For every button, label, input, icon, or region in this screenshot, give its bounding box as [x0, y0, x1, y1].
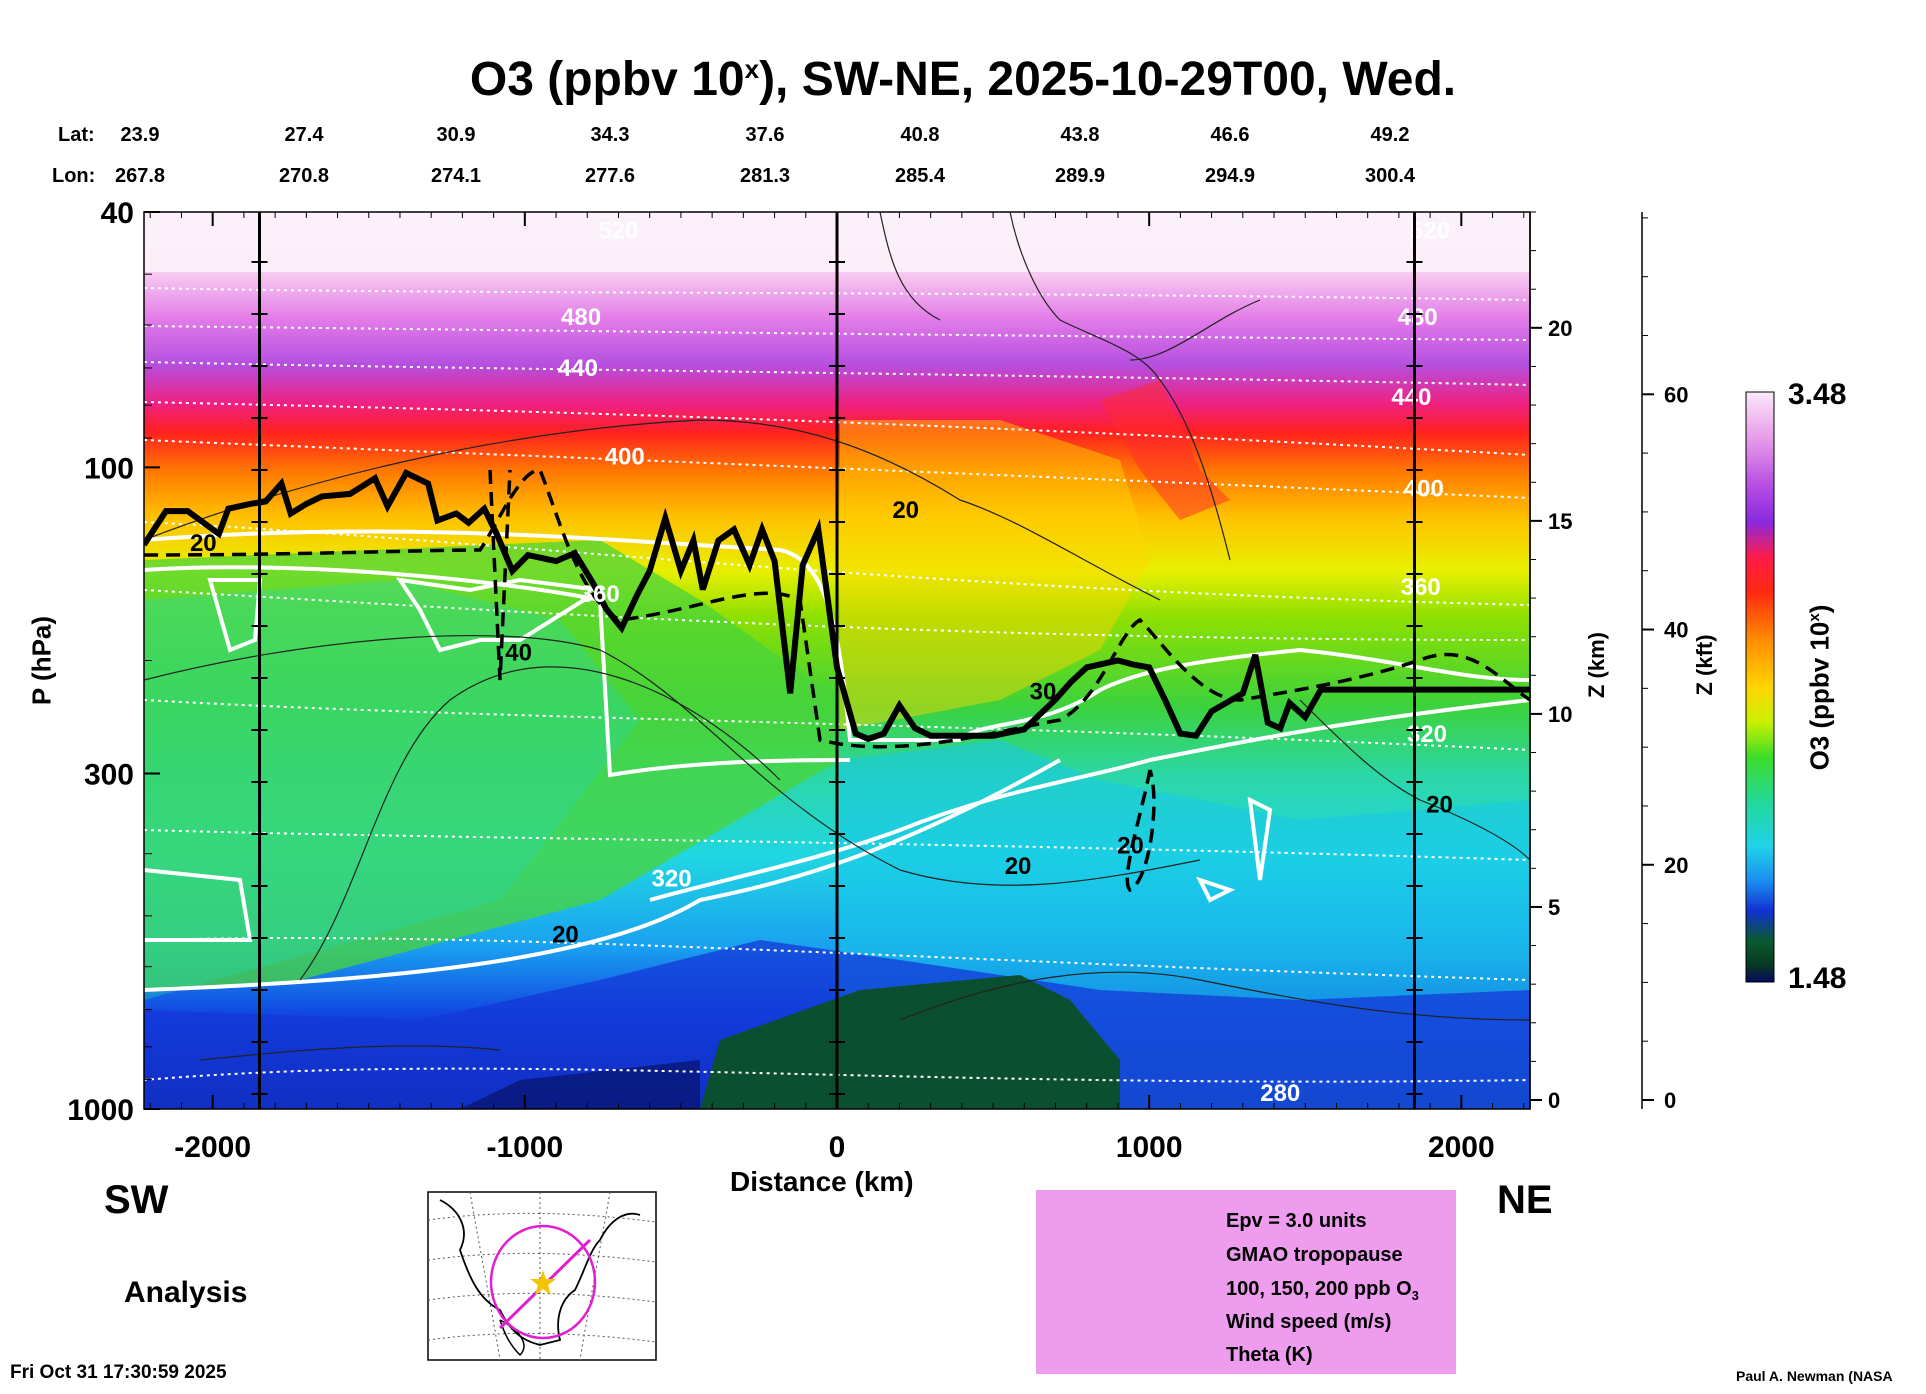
- z-kft-tick-label: 0: [1664, 1088, 1676, 1113]
- ozone-contours: [144, 529, 1530, 992]
- contour-label: 320: [1407, 721, 1447, 748]
- z-km-tick-label: 0: [1548, 1088, 1560, 1113]
- contour-label: 20: [190, 530, 217, 557]
- legend-tropopause: GMAO tropopause: [1226, 1244, 1403, 1266]
- lat-value: 49.2: [1370, 124, 1410, 146]
- lat-value: 34.3: [590, 124, 630, 146]
- contour-label: 520: [598, 218, 638, 245]
- contour-label: 360: [580, 581, 620, 608]
- contour-label: 400: [1404, 475, 1444, 502]
- wind-contours: [144, 212, 1530, 1061]
- lat-value: 30.9: [436, 124, 476, 146]
- contour-label: 20: [1117, 833, 1144, 860]
- direction-right: NE: [1497, 1178, 1553, 1222]
- x-axis-title: Distance (km): [730, 1166, 914, 1197]
- direction-left: SW: [104, 1178, 169, 1222]
- x-tick-label: 2000: [1428, 1131, 1495, 1164]
- lat-value: 37.6: [745, 124, 785, 146]
- z-kft-title: Z (kft): [1692, 634, 1717, 696]
- contour-label: 480: [561, 304, 601, 331]
- y-axis-title: P (hPa): [26, 615, 57, 706]
- lon-value: 289.9: [1054, 165, 1106, 187]
- z-km-tick-label: 15: [1548, 509, 1572, 534]
- contour-label: 40: [505, 640, 532, 667]
- z-kft-axis: 0 20 40 60: [1641, 212, 1688, 1113]
- lon-value: 285.4: [894, 165, 946, 187]
- legend: Epv = 3.0 units GMAO tropopause 100, 150…: [1036, 1190, 1456, 1374]
- lon-value: 267.8: [114, 165, 166, 187]
- lon-value: 277.6: [584, 165, 636, 187]
- contour-label: 20: [1426, 791, 1453, 818]
- y-tick-label: 1000: [67, 1094, 134, 1127]
- lon-value: 294.9: [1204, 165, 1256, 187]
- lat-value: 40.8: [900, 124, 940, 146]
- lon-value: 270.8: [278, 165, 330, 187]
- lat-value: 46.6: [1210, 124, 1250, 146]
- legend-ozone: 100, 150, 200 ppb O3: [1226, 1278, 1419, 1303]
- colorbar-max-label: 3.48: [1788, 378, 1847, 411]
- lon-value: 274.1: [430, 165, 482, 187]
- contour-label: 20: [892, 497, 919, 524]
- contour-label: 20: [552, 921, 579, 948]
- z-km-tick-label: 20: [1548, 316, 1572, 341]
- legend-epv: Epv = 3.0 units: [1226, 1210, 1367, 1232]
- lat-label: Lat:: [58, 124, 95, 146]
- contour-label: 30: [1030, 678, 1057, 705]
- colorbar-title: O3 (ppbv 10x): [1804, 604, 1835, 771]
- lat-value: 27.4: [284, 124, 324, 146]
- contour-label: 400: [605, 444, 645, 471]
- x-axis: -2000 -1000 0 1000 2000: [149, 212, 1525, 1164]
- y-tick-label: 100: [84, 452, 134, 485]
- contour-label: 20: [1005, 853, 1032, 880]
- z-kft-tick-label: 20: [1664, 853, 1688, 878]
- chart-title: O3 (ppbv 10x), SW-NE, 2025-10-29T00, Wed…: [469, 53, 1457, 106]
- z-km-tick-label: 10: [1548, 702, 1572, 727]
- epv-contour: [144, 468, 1530, 893]
- contour-label: 280: [1260, 1080, 1300, 1107]
- tropopause-line: [144, 468, 1530, 743]
- colorbar: [1745, 391, 1775, 983]
- y-tick-label: 40: [101, 197, 134, 230]
- colorbar-min-label: 1.48: [1788, 962, 1847, 995]
- contour-label: 520: [1410, 218, 1450, 245]
- lon-label: Lon:: [52, 165, 96, 187]
- x-tick-label: -2000: [174, 1131, 251, 1164]
- contour-label: 320: [652, 865, 692, 892]
- z-kft-tick-label: 60: [1664, 382, 1688, 407]
- lon-value: 281.3: [739, 165, 791, 187]
- vertical-lines: [251, 212, 1423, 1109]
- z-km-tick-label: 5: [1548, 895, 1560, 920]
- analysis-label: Analysis: [124, 1276, 248, 1309]
- contour-label: 480: [1398, 304, 1438, 331]
- z-km-axis: 0 5 10 15 20: [1529, 211, 1572, 1113]
- z-km-title: Z (km): [1584, 632, 1609, 698]
- legend-wind: Wind speed (m/s): [1226, 1311, 1392, 1333]
- y-tick-label: 300: [84, 758, 134, 791]
- contour-labels: 520 480 440 400 400 440 480 520 360 360 320 320 280 2…: [190, 218, 1453, 1108]
- theta-contours: [144, 287, 1530, 1083]
- lat-value: 23.9: [120, 124, 160, 146]
- inset-map: [427, 1191, 657, 1361]
- x-tick-label: 1000: [1116, 1131, 1183, 1164]
- x-tick-label: -1000: [486, 1131, 563, 1164]
- footer-author: Paul A. Newman (NASA: [1736, 1368, 1893, 1384]
- footer-timestamp: Fri Oct 31 17:30:59 2025: [10, 1362, 227, 1383]
- contour-label: 440: [558, 355, 598, 382]
- legend-theta: Theta (K): [1226, 1344, 1313, 1366]
- contour-label: 360: [1401, 574, 1441, 601]
- lon-value: 300.4: [1364, 165, 1416, 187]
- z-kft-tick-label: 40: [1664, 618, 1688, 643]
- y-axis: 40 100 300 1000: [67, 197, 160, 1127]
- x-tick-label: 0: [829, 1131, 846, 1164]
- lat-value: 43.8: [1060, 124, 1100, 146]
- contour-label: 440: [1391, 384, 1431, 411]
